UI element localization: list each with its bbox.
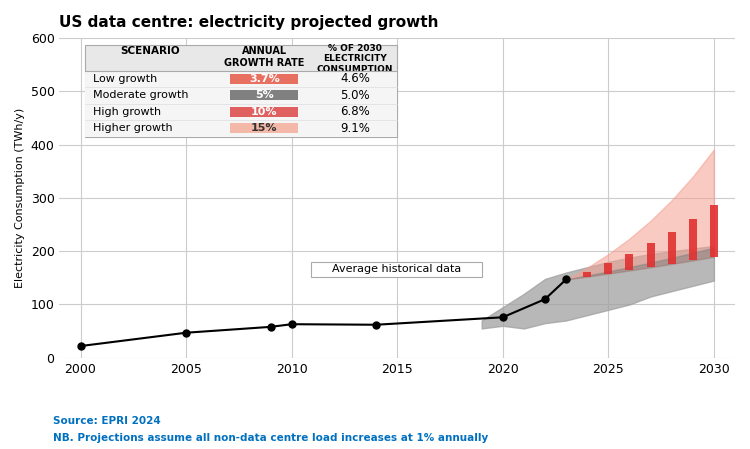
Bar xyxy=(230,90,298,100)
FancyBboxPatch shape xyxy=(85,70,398,136)
Text: ANNUAL
GROWTH RATE: ANNUAL GROWTH RATE xyxy=(224,46,304,68)
Bar xyxy=(626,254,634,270)
FancyBboxPatch shape xyxy=(85,45,398,136)
Text: NB. Projections assume all non-data centre load increases at 1% annually: NB. Projections assume all non-data cent… xyxy=(53,433,488,443)
Text: SCENARIO: SCENARIO xyxy=(121,46,180,56)
Text: 10%: 10% xyxy=(251,107,278,117)
Text: Average historical data: Average historical data xyxy=(332,264,460,274)
Text: 15%: 15% xyxy=(251,123,278,133)
Text: % OF 2030
ELECTRICITY
CONSUMPTION: % OF 2030 ELECTRICITY CONSUMPTION xyxy=(316,44,393,74)
Bar xyxy=(646,243,655,267)
Text: 5.0%: 5.0% xyxy=(340,89,370,102)
Bar xyxy=(604,263,612,273)
Bar xyxy=(710,205,718,257)
Bar xyxy=(230,123,298,133)
Bar xyxy=(230,107,298,117)
Text: 5%: 5% xyxy=(255,90,274,101)
Text: 4.6%: 4.6% xyxy=(340,72,370,85)
Bar xyxy=(688,219,697,260)
Bar xyxy=(230,74,298,84)
Text: US data centre: electricity projected growth: US data centre: electricity projected gr… xyxy=(59,15,439,30)
Text: High growth: High growth xyxy=(93,107,161,117)
Text: Low growth: Low growth xyxy=(93,74,158,84)
Text: Source: EPRI 2024: Source: EPRI 2024 xyxy=(53,416,160,426)
Text: 6.8%: 6.8% xyxy=(340,106,370,119)
Bar xyxy=(584,272,591,277)
FancyBboxPatch shape xyxy=(310,262,482,277)
Text: Moderate growth: Moderate growth xyxy=(93,90,189,101)
Text: 9.1%: 9.1% xyxy=(340,122,370,135)
Text: Higher growth: Higher growth xyxy=(93,123,172,133)
Bar xyxy=(668,232,676,264)
Y-axis label: Electricity Consumption (TWh/y): Electricity Consumption (TWh/y) xyxy=(15,108,25,288)
Text: 3.7%: 3.7% xyxy=(249,74,280,84)
